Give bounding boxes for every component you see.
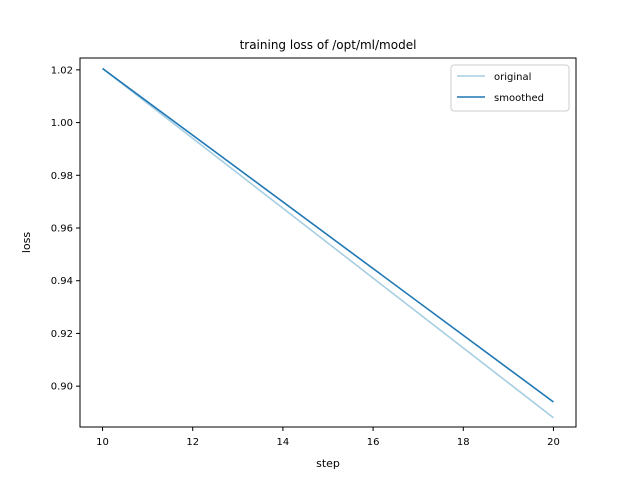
legend: original smoothed — [450, 64, 570, 112]
y-tick-label: 0.92 — [51, 329, 73, 340]
legend-label-smoothed: smoothed — [494, 93, 544, 104]
x-tick-label: 12 — [186, 437, 199, 448]
x-axis-ticks: 10 12 14 16 18 20 — [96, 427, 560, 448]
legend-label-original: original — [494, 72, 531, 83]
series-line-original — [102, 67, 554, 419]
chart-title: training loss of /opt/ml/model — [240, 38, 417, 52]
y-axis-label: loss — [20, 232, 33, 254]
x-tick-label: 16 — [367, 437, 380, 448]
plot-frame — [79, 57, 577, 428]
y-tick-label: 0.96 — [51, 224, 73, 235]
series-layer — [102, 67, 554, 419]
y-tick-label: 0.90 — [51, 382, 73, 393]
x-axis-label: step — [316, 457, 340, 470]
y-tick-label: 0.94 — [51, 276, 73, 287]
x-tick-label: 10 — [96, 437, 109, 448]
y-axis-ticks: 0.90 0.92 0.94 0.96 0.98 1.00 1.02 — [51, 65, 80, 393]
y-tick-label: 0.98 — [51, 171, 73, 182]
y-tick-label: 1.00 — [51, 118, 73, 129]
x-tick-label: 18 — [457, 437, 470, 448]
x-tick-label: 20 — [547, 437, 560, 448]
x-tick-label: 14 — [277, 437, 290, 448]
series-line-smoothed — [102, 67, 554, 403]
y-tick-label: 1.02 — [51, 65, 73, 76]
